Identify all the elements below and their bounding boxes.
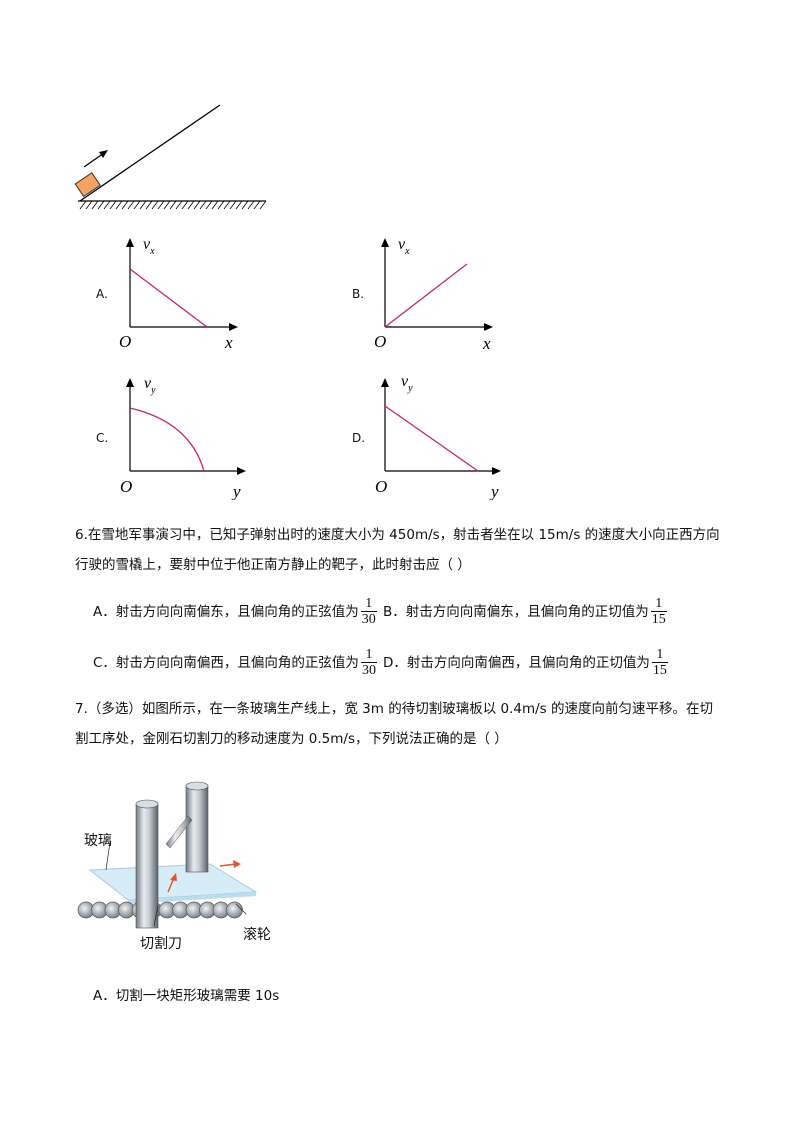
- q6-line-2: 行驶的雪橇上，要射中位于他正南方静止的靶子，此时射击应（ ）: [75, 557, 471, 573]
- cutter-pipe: [135, 803, 159, 929]
- q6-option-d-text: D．射击方向向南偏西，且偏向角的正切值为: [383, 654, 650, 671]
- rear-pipe: [185, 785, 209, 873]
- graph-d-x-axis-label: y: [489, 482, 499, 500]
- motion-arrow: [83, 152, 105, 168]
- graph-b-origin: O: [374, 332, 386, 351]
- motion-arrowhead: [99, 150, 108, 158]
- q6-option-c-text: C．射击方向向南偏西，且偏向角的正弦值为: [93, 654, 359, 671]
- graph-d-y-axis-label: vy: [401, 373, 413, 394]
- q6-line-1: 6.在雪地军事演习中，已知子弹射出时的速度大小为 450m/s，射击者坐在以 1…: [75, 527, 720, 543]
- graph-a-curve: [129, 268, 208, 328]
- rollers: [77, 901, 243, 919]
- graph-d-curve: [384, 405, 479, 472]
- graph-c-origin: O: [120, 477, 132, 496]
- block: [74, 172, 101, 198]
- q6-option-a-fraction: 1 30: [360, 596, 377, 627]
- glass-motion-arrow: [219, 863, 237, 867]
- graph-d-origin: O: [375, 477, 387, 496]
- q6-option-a: A．射击方向向南偏东，且偏向角的正弦值为 1 30: [93, 596, 379, 627]
- q6-option-c-fraction: 1 30: [360, 647, 377, 678]
- incline-slope: [79, 104, 221, 202]
- glass-label: 玻璃: [84, 833, 112, 849]
- q6-option-a-text: A．射击方向向南偏东，且偏向角的正弦值为: [93, 603, 359, 620]
- graph-a: vx O x: [119, 236, 238, 352]
- graph-c-x-axis-label: y: [231, 482, 241, 500]
- graph-c-option: C.: [96, 431, 109, 445]
- q6-option-c: C．射击方向向南偏西，且偏向角的正弦值为 1 30: [93, 647, 379, 678]
- graph-d-option: D.: [352, 431, 366, 445]
- roller-label: 滚轮: [243, 927, 271, 943]
- graph-a-x-axis-label: x: [224, 333, 233, 352]
- graph-b-curve: [384, 263, 468, 328]
- graph-c-y-axis-label: vy: [144, 375, 156, 396]
- graph-c-curve: [129, 407, 205, 472]
- q6-option-b: B．射击方向向南偏东，且偏向角的正切值为 1 15: [383, 596, 669, 627]
- ground-hatching: [79, 200, 267, 210]
- graph-b-x-axis-label: x: [482, 334, 491, 353]
- graph-c: vy O y: [120, 375, 246, 500]
- glass-cutting-figure: [77, 781, 258, 929]
- graph-a-y-axis-label: vx: [143, 236, 155, 257]
- graph-b-option: B.: [352, 287, 365, 301]
- graph-b: vx O x: [374, 236, 493, 353]
- q6-option-d: D．射击方向向南偏西，且偏向角的正切值为 1 15: [383, 647, 670, 678]
- cutter-label: 切割刀: [140, 936, 182, 952]
- graph-a-option: A.: [96, 287, 108, 301]
- q7-option-a: A．切割一块矩形玻璃需要 10s: [93, 988, 280, 1004]
- q6-option-d-fraction: 1 15: [651, 647, 668, 678]
- q7-line-1: 7.（多选）如图所示，在一条玻璃生产线上，宽 3m 的待切割玻璃板以 0.4m/…: [75, 701, 713, 717]
- q6-option-b-fraction: 1 15: [650, 596, 667, 627]
- q6-option-b-text: B．射击方向向南偏东，且偏向角的正切值为: [383, 603, 649, 620]
- roller: [226, 901, 243, 919]
- graph-a-origin: O: [119, 332, 131, 351]
- incline-figure: [74, 104, 267, 210]
- q7-line-2: 割工序处，金刚石切割刀的移动速度为 0.5m/s，下列说法正确的是（ ）: [75, 731, 508, 747]
- graph-d: vy O y: [375, 373, 501, 500]
- graph-b-y-axis-label: vx: [398, 236, 410, 257]
